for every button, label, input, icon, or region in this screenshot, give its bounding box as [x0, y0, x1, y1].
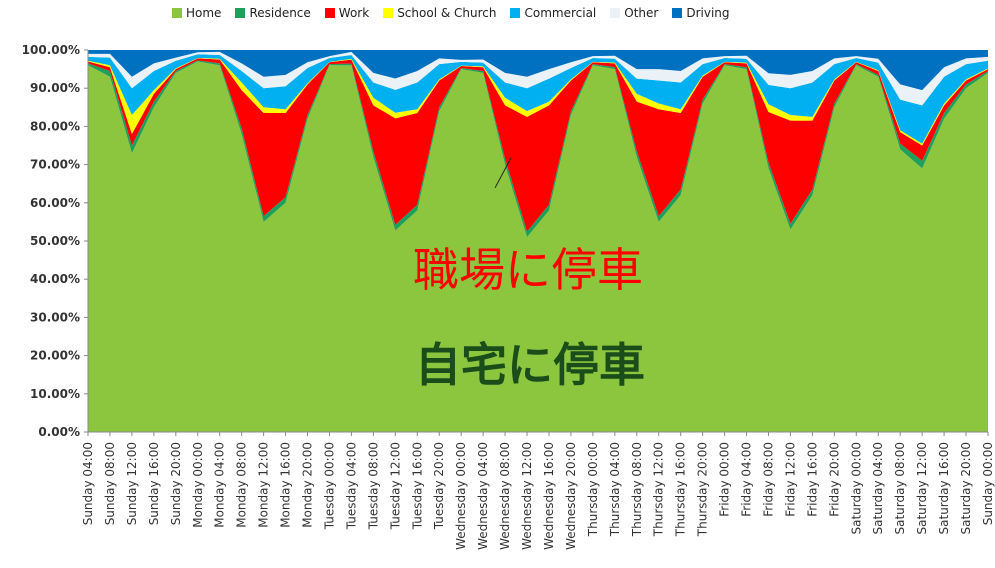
y-tick-label: 80.00%	[30, 119, 80, 133]
x-tick-label: Wednesday 08:00	[498, 442, 512, 550]
x-tick-label: Sunday 00:00	[981, 442, 995, 525]
x-tick-label: Tuesday 12:00	[388, 442, 402, 530]
x-tick-label: Monday 12:00	[257, 442, 271, 528]
y-tick-label: 30.00%	[30, 310, 80, 324]
y-tick-label: 70.00%	[30, 158, 80, 172]
x-tick-label: Thursday 08:00	[630, 442, 644, 537]
x-tick-label: Saturday 08:00	[893, 442, 907, 534]
y-tick-label: 90.00%	[30, 81, 80, 95]
x-tick-label: Thursday 20:00	[696, 442, 710, 537]
y-tick-label: 10.00%	[30, 387, 80, 401]
x-tick-label: Friday 08:00	[761, 442, 775, 517]
x-tick-label: Saturday 20:00	[959, 442, 973, 534]
y-tick-label: 50.00%	[30, 234, 80, 248]
x-tick-label: Friday 20:00	[827, 442, 841, 517]
x-tick-label: Saturday 00:00	[849, 442, 863, 534]
x-tick-label: Friday 16:00	[805, 442, 819, 517]
x-tick-label: Wednesday 00:00	[454, 442, 468, 550]
y-tick-label: 20.00%	[30, 349, 80, 363]
x-tick-label: Friday 12:00	[783, 442, 797, 517]
x-tick-label: Sunday 08:00	[103, 442, 117, 525]
x-tick-label: Monday 04:00	[213, 442, 227, 528]
x-tick-label: Wednesday 20:00	[564, 442, 578, 550]
x-tick-label: Tuesday 04:00	[344, 442, 358, 530]
y-axis: 0.00% 10.00% 20.00% 30.00% 40.00% 50.00% 60.00…	[22, 43, 88, 439]
x-tick-label: Friday 04:00	[740, 442, 754, 517]
x-tick-label: Thursday 04:00	[608, 442, 622, 537]
x-tick-label: Thursday 16:00	[674, 442, 688, 537]
x-tick-label: Sunday 12:00	[125, 442, 139, 525]
x-tick-label: Thursday 12:00	[652, 442, 666, 537]
x-tick-label: Saturday 12:00	[915, 442, 929, 534]
x-tick-label: Tuesday 08:00	[366, 442, 380, 530]
x-tick-label: Monday 16:00	[279, 442, 293, 528]
x-tick-label: Wednesday 16:00	[542, 442, 556, 550]
x-tick-label: Monday 20:00	[301, 442, 315, 528]
y-tick-label: 0.00%	[38, 425, 80, 439]
y-tick-label: 60.00%	[30, 196, 80, 210]
x-tick-label: Sunday 04:00	[81, 442, 95, 525]
annotation-work-label: 職場に停車	[413, 243, 643, 297]
annotation-home-label: 自宅に停車	[415, 338, 645, 392]
x-tick-label: Sunday 20:00	[169, 442, 183, 525]
x-tick-label: Tuesday 20:00	[432, 442, 446, 530]
x-tick-label: Thursday 00:00	[586, 442, 600, 537]
x-tick-label: Saturday 16:00	[937, 442, 951, 534]
y-tick-label: 100.00%	[22, 43, 80, 57]
x-tick-label: Tuesday 16:00	[410, 442, 424, 530]
x-tick-label: Monday 08:00	[235, 442, 249, 528]
x-tick-label: Wednesday 12:00	[520, 442, 534, 550]
x-tick-label: Friday 00:00	[718, 442, 732, 517]
x-axis: Sunday 04:00 Sunday 08:00 Sunday 12:00 Sund…	[81, 432, 995, 550]
x-tick-label: Monday 00:00	[191, 442, 205, 528]
x-tick-label: Wednesday 04:00	[476, 442, 490, 550]
x-tick-label: Sunday 16:00	[147, 442, 161, 525]
x-tick-label: Tuesday 00:00	[322, 442, 336, 530]
x-tick-label: Saturday 04:00	[871, 442, 885, 534]
y-tick-label: 40.00%	[30, 272, 80, 286]
